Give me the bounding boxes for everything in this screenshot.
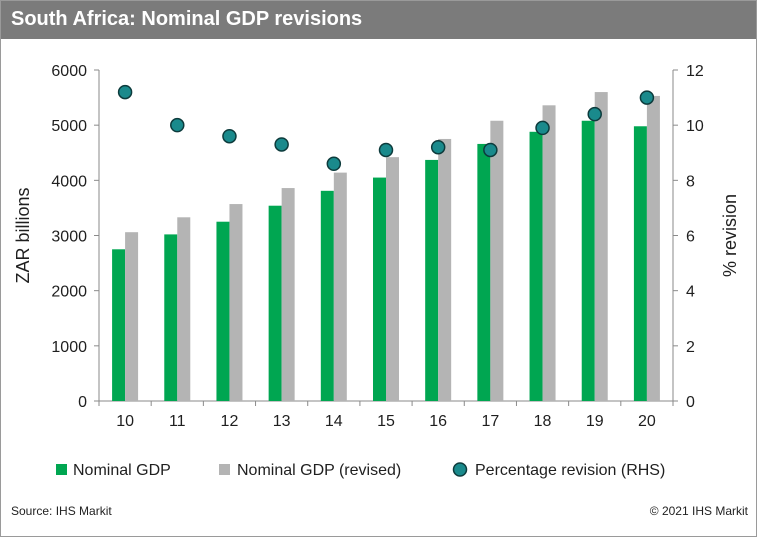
point-percentage-revision xyxy=(326,156,342,172)
bar-nominal-gdp xyxy=(164,234,178,401)
legend-label-nominal-gdp: Nominal GDP xyxy=(73,462,171,479)
bar-nominal-gdp-revised xyxy=(333,172,347,401)
title-bar: South Africa: Nominal GDP revisions xyxy=(1,1,756,39)
y-tick-label-right: 6 xyxy=(686,229,695,246)
source-note: Source: IHS Markit xyxy=(11,504,112,518)
point-percentage-revision xyxy=(430,139,446,155)
x-tick-label: 15 xyxy=(377,413,395,430)
x-tick-label: 11 xyxy=(169,413,186,430)
x-tick-label: 17 xyxy=(481,413,499,430)
point-percentage-revision xyxy=(587,106,602,122)
chart-plot: 0 1000 2000 3000 4000 5000 6000 0 2 4 6 8 10 12 10 11 12… xyxy=(13,63,740,479)
chart-title: South Africa: Nominal GDP revisions xyxy=(11,8,363,30)
x-tick-label: 20 xyxy=(638,413,656,430)
bar-nominal-gdp xyxy=(477,143,491,401)
y-tick-label-right: 2 xyxy=(686,339,695,356)
legend-label-nominal-gdp-revised: Nominal GDP (revised) xyxy=(237,462,401,479)
point-percentage-revision xyxy=(535,120,550,136)
legend-marker-percentage-revision xyxy=(452,462,468,477)
copyright-note: © 2021 IHS Markit xyxy=(649,504,748,518)
y-tick-label-right: 8 xyxy=(686,173,695,190)
bar-nominal-gdp-revised xyxy=(281,188,295,401)
bar-nominal-gdp-revised xyxy=(229,204,243,401)
y-tick-label-right: 4 xyxy=(686,284,695,301)
bar-nominal-gdp xyxy=(112,249,126,401)
y-tick-label-right: 10 xyxy=(686,118,704,135)
y-axis-title-left: ZAR billions xyxy=(13,187,33,283)
y-tick-label-left: 1000 xyxy=(51,339,87,356)
y-tick-label-left: 6000 xyxy=(51,63,87,80)
point-percentage-revision xyxy=(483,142,498,158)
y-axis-title-right: % revision xyxy=(720,194,740,277)
legend-swatch-nominal-gdp-revised xyxy=(219,464,230,475)
bar-nominal-gdp-revised xyxy=(125,232,139,401)
x-tick-label: 19 xyxy=(586,413,604,430)
y-tick-label-left: 5000 xyxy=(51,118,87,135)
x-tick-label: 13 xyxy=(273,413,291,430)
x-tick-label: 16 xyxy=(429,413,447,430)
bar-nominal-gdp xyxy=(425,159,439,401)
point-percentage-revision xyxy=(117,84,133,100)
point-percentage-revision xyxy=(274,137,289,152)
bar-nominal-gdp-revised xyxy=(438,138,452,402)
y-tick-label-right: 0 xyxy=(686,394,695,411)
bar-nominal-gdp xyxy=(373,177,386,401)
x-tick-label: 18 xyxy=(534,413,552,430)
bar-nominal-gdp xyxy=(320,190,334,401)
y-tick-label-left: 2000 xyxy=(51,284,87,301)
legend-swatch-nominal-gdp xyxy=(56,464,67,475)
bar-nominal-gdp xyxy=(216,221,230,401)
bar-nominal-gdp xyxy=(529,131,543,401)
x-tick-label: 14 xyxy=(325,413,343,430)
bar-nominal-gdp-revised xyxy=(646,95,660,401)
bar-nominal-gdp xyxy=(581,120,595,402)
bar-nominal-gdp-revised xyxy=(177,217,191,401)
x-tick-label: 12 xyxy=(221,413,239,430)
bar-nominal-gdp-revised xyxy=(542,105,556,401)
bar-nominal-gdp-revised xyxy=(386,157,399,401)
point-percentage-revision xyxy=(639,90,655,105)
point-percentage-revision xyxy=(378,142,394,158)
bar-nominal-gdp-revised xyxy=(594,92,608,402)
bar-nominal-gdp-revised xyxy=(490,120,504,402)
point-percentage-revision xyxy=(222,128,237,144)
bar-nominal-gdp xyxy=(633,126,647,402)
y-tick-label-left: 4000 xyxy=(51,173,87,190)
legend-label-percentage-revision: Percentage revision (RHS) xyxy=(475,462,665,479)
y-tick-label-left: 0 xyxy=(78,394,87,411)
point-percentage-revision xyxy=(170,117,185,133)
y-tick-label-right: 12 xyxy=(686,63,704,80)
bar-nominal-gdp xyxy=(268,205,282,401)
y-tick-label-left: 3000 xyxy=(51,229,87,246)
x-tick-label: 10 xyxy=(116,413,134,430)
